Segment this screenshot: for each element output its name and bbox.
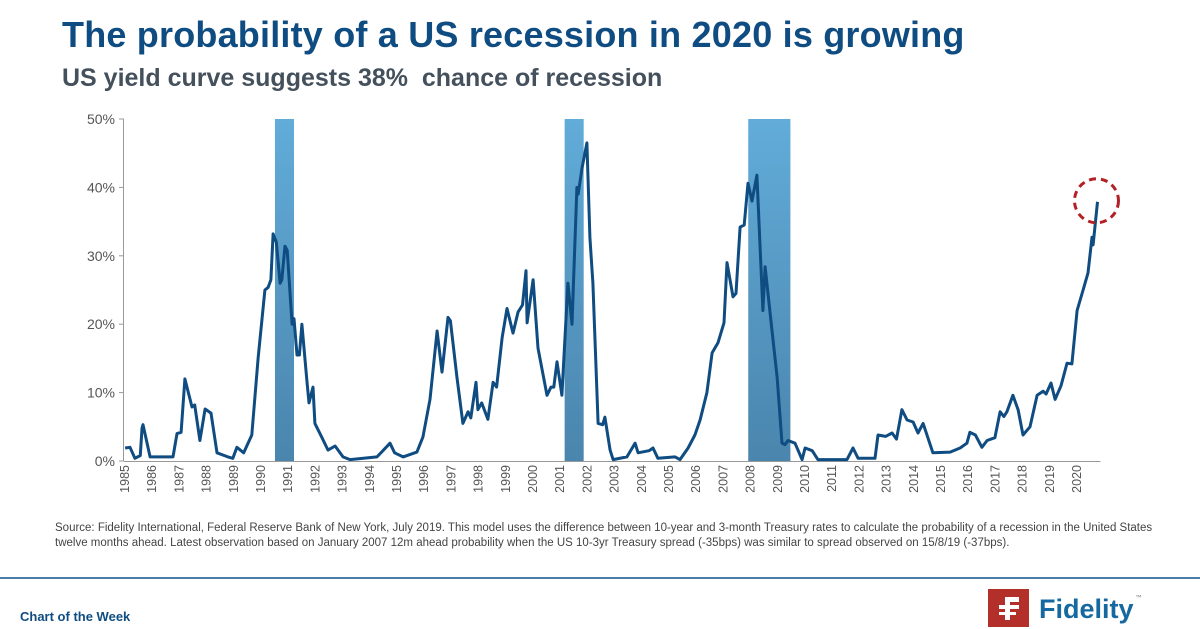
source-note: Source: Fidelity International, Federal … [55, 522, 1153, 549]
x-tick-label: 2008 [744, 465, 758, 493]
x-tick-label: 2003 [608, 465, 622, 493]
x-tick-label: 2010 [798, 465, 812, 493]
recession-band [748, 119, 791, 461]
x-tick-label: 1990 [254, 465, 268, 493]
x-tick-label: 2020 [1070, 465, 1084, 493]
page-subtitle: US yield curve suggests 38% chance of re… [62, 64, 663, 92]
x-tick-label: 2004 [635, 465, 649, 493]
recession-band [274, 119, 294, 461]
x-tick-label: 1993 [336, 465, 350, 493]
chart-of-the-week-label: Chart of the Week [20, 609, 131, 624]
x-tick-label: 1997 [444, 465, 458, 493]
x-tick-label: 2000 [526, 465, 540, 493]
x-tick-label: 2001 [553, 465, 567, 493]
x-tick-label: 1998 [472, 465, 486, 493]
x-tick-label: 2009 [771, 465, 785, 493]
x-tick-label: 2013 [880, 465, 894, 493]
x-tick-label: 2015 [934, 465, 948, 493]
fidelity-logo-mark-icon [988, 589, 1029, 627]
recession-probability-line [124, 141, 1099, 462]
x-tick-label: 1987 [172, 465, 186, 493]
x-tick-label: 1995 [390, 465, 404, 493]
x-tick-label: 1985 [118, 465, 132, 493]
y-tick-label: 50% [87, 111, 115, 127]
fidelity-logo-text: Fidelity [1039, 594, 1134, 624]
page-title: The probability of a US recession in 202… [62, 14, 965, 55]
x-tick-label: 1989 [227, 465, 241, 493]
trademark-mark: ™ [1135, 595, 1142, 601]
latest-observation-highlight-circle [1072, 177, 1120, 225]
y-tick-label: 0% [95, 453, 115, 469]
y-tick-label: 30% [87, 248, 115, 264]
x-tick-label: 1991 [281, 465, 295, 493]
x-tick-label: 1999 [499, 465, 513, 493]
x-tick-label: 1992 [308, 465, 322, 493]
x-tick-label: 2007 [716, 465, 730, 493]
x-tick-label: 1994 [363, 465, 377, 493]
x-tick-label: 2005 [662, 465, 676, 493]
x-tick-label: 1988 [200, 465, 214, 493]
x-tick-label: 2018 [1016, 465, 1030, 493]
x-tick-label: 2002 [580, 465, 594, 493]
footer-divider [0, 577, 1200, 579]
y-tick-label: 40% [87, 179, 115, 195]
recession-probability-chart: 0% 10% 20% 30% 40% 50% 1985 1986 1987 1988 1989 199… [87, 111, 1120, 493]
x-tick-label: 2016 [961, 465, 975, 493]
y-tick-label: 20% [87, 316, 115, 332]
x-tick-label: 2019 [1043, 465, 1057, 493]
x-tick-label: 2011 [825, 465, 839, 492]
x-tick-label: 2012 [852, 465, 866, 493]
y-tick-label: 10% [87, 385, 115, 401]
fidelity-logo: Fidelity ™ [988, 589, 1142, 627]
x-tick-label: 2006 [689, 465, 703, 493]
x-tick-label: 2017 [988, 465, 1002, 493]
x-tick-label: 1996 [417, 465, 431, 493]
x-tick-label: 2014 [907, 465, 921, 493]
x-tick-label: 1986 [145, 465, 159, 493]
